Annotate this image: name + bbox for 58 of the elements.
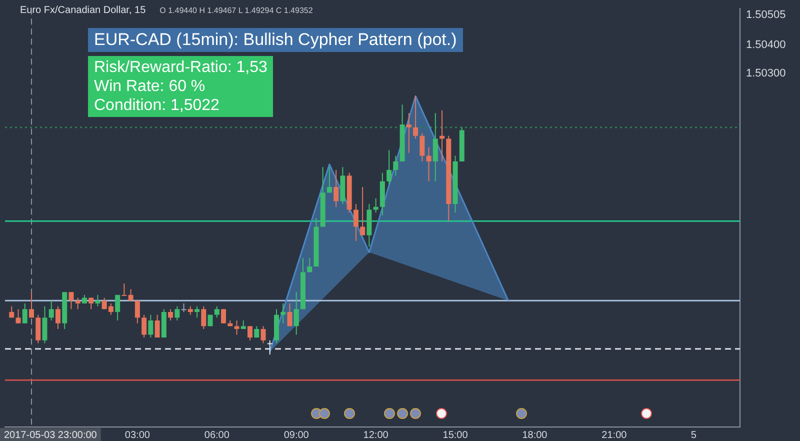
ref-line-label: 2017-05-03 23:00:00 — [4, 430, 98, 441]
candlestick — [16, 308, 21, 324]
y-tick-label: 1.50300 — [746, 67, 786, 80]
y-tick-label: 1.50400 — [746, 38, 786, 51]
candlestick — [353, 204, 358, 242]
candlestick — [115, 294, 120, 321]
candlestick — [201, 306, 206, 330]
candlestick — [214, 306, 220, 318]
candlestick — [68, 292, 74, 310]
candlestick — [22, 302, 28, 324]
candlestick — [55, 306, 60, 330]
candlestick — [122, 283, 127, 296]
candlestick — [267, 340, 272, 356]
candlestick — [432, 112, 438, 182]
annotation: O 1.49440 H 1.49467 L 1.49294 C 1.49352 — [160, 6, 313, 15]
candlestick — [28, 292, 34, 318]
x-tick-label: 09:00 — [284, 430, 310, 441]
x-tick-label: 12:00 — [363, 430, 389, 441]
x-tick-label: 15:00 — [442, 430, 468, 441]
candlestick — [360, 186, 366, 236]
candlestick — [326, 166, 332, 194]
annotation: Risk/Reward-Ratio: 1,53 — [94, 59, 268, 76]
candlestick — [287, 302, 292, 327]
candlestick — [168, 308, 174, 321]
candlestick — [36, 314, 41, 344]
candlestick — [248, 326, 252, 341]
x-tick-label: 21:00 — [602, 430, 628, 441]
candlestick — [148, 314, 154, 338]
candlestick — [234, 320, 240, 336]
candlestick — [95, 294, 100, 307]
x-tick-label: 06:00 — [204, 430, 230, 441]
text: EUR-CAD (15min): Bullish Cypher Pattern (pot.) — [88, 28, 463, 52]
candlestick — [194, 306, 200, 318]
candlestick — [174, 306, 180, 321]
candlestick — [413, 96, 418, 140]
candlestick — [420, 132, 425, 162]
candlestick — [142, 314, 147, 338]
candlestick — [134, 300, 140, 324]
x-tick-label: 5 — [690, 430, 697, 441]
candlestick — [75, 297, 80, 310]
candlestick — [48, 300, 54, 321]
x-tick-label: 18:00 — [522, 430, 548, 441]
y-tick-label: 1.50505 — [746, 9, 786, 22]
candlestick — [406, 112, 412, 154]
chart-subtitle: Euro Fx/Canadian Dollar, 15 — [20, 5, 146, 16]
candlestick — [386, 150, 392, 185]
candlestick — [294, 292, 299, 336]
annotation: Condition: 1,5022 — [94, 97, 220, 114]
candlestick — [334, 169, 339, 208]
candlestick — [426, 146, 432, 182]
x-tick-label: 03:00 — [124, 430, 150, 441]
candlestick — [280, 302, 286, 324]
candlestick — [260, 326, 266, 344]
candlestick — [42, 306, 48, 344]
candlestick — [393, 155, 398, 176]
annotation: Win Rate: 60 % — [94, 78, 206, 95]
candlestick — [154, 314, 160, 338]
candlestick — [307, 257, 312, 273]
